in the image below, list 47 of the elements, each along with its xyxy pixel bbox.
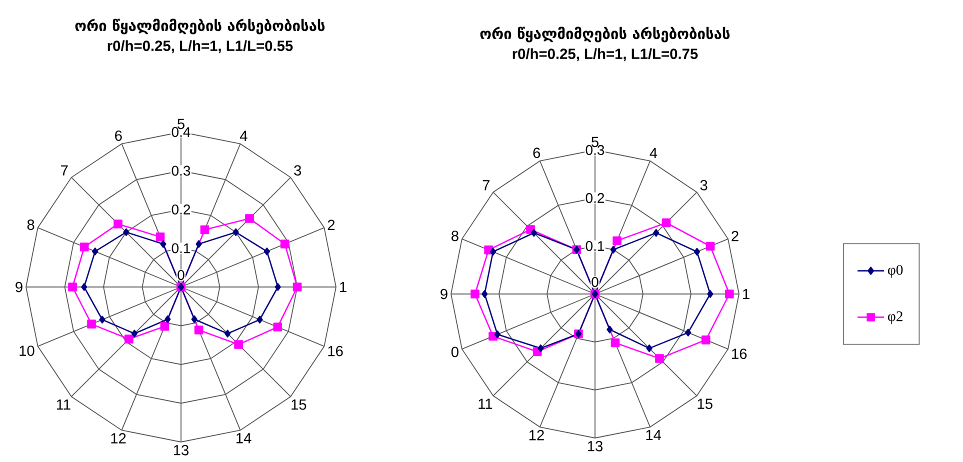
spoke-label: 16	[732, 348, 747, 360]
spoke-label: 4	[650, 148, 658, 158]
spoke-label: 1	[743, 288, 750, 300]
spoke-label: 13	[588, 440, 603, 452]
spoke-label: 6	[115, 130, 122, 141]
y-tick-label: 0.1	[586, 241, 604, 251]
spoke-label: 2	[328, 220, 335, 230]
spoke-label: 2	[732, 230, 738, 242]
spoke-label: 1	[340, 282, 346, 292]
legend-label: φ0	[888, 264, 903, 278]
spoke-label: 13	[174, 444, 189, 456]
spoke-label: 9	[16, 282, 22, 292]
spoke-label: 5	[178, 118, 184, 130]
chart-subtitle: r0/h=0.25, L/h=1, L1/L=0.75	[512, 48, 698, 62]
y-tick-label: 0	[592, 277, 598, 287]
y-tick-label: 0.2	[586, 193, 604, 203]
spoke-label: 11	[478, 398, 492, 409]
spoke-label: 7	[61, 165, 68, 176]
spoke-label: 15	[292, 400, 306, 410]
y-tick-label: 0.4	[172, 127, 190, 137]
legend-label: φ2	[888, 311, 902, 324]
spoke-label: 6	[533, 148, 540, 158]
spoke-label: 11	[56, 400, 70, 410]
chart-subtitle: r0/h=0.25, L/h=1, L1/L=0.55	[108, 40, 293, 54]
spoke-label: 15	[698, 398, 712, 409]
spoke-label: 3	[294, 165, 302, 176]
spoke-label: 9	[440, 288, 448, 300]
y-tick-label: 0.1	[172, 243, 190, 254]
spoke-label: 10	[20, 346, 34, 356]
spoke-label: 16	[328, 346, 343, 356]
spoke-label: 0	[451, 346, 458, 358]
spoke-label: 4	[240, 130, 248, 141]
spoke-label: 5	[592, 136, 598, 148]
spoke-label: 12	[529, 430, 544, 440]
spoke-label: 7	[482, 180, 490, 190]
spoke-label: 8	[452, 230, 458, 242]
y-tick-label: 0.2	[172, 204, 190, 214]
y-tick-label: 0	[178, 270, 184, 280]
chart-title: ორი წყალმიმღების არსებობისას	[480, 26, 730, 42]
y-tick-label: 0.3	[172, 166, 190, 176]
spoke-label: 12	[111, 433, 126, 444]
spoke-label: 14	[236, 433, 252, 444]
spoke-label: 14	[646, 430, 662, 440]
spoke-label: 8	[27, 220, 34, 230]
y-tick-label: 0.3	[586, 145, 604, 155]
chart-title: ორი წყალმიმღების არსებობისას	[75, 18, 325, 34]
spoke-label: 3	[700, 180, 708, 190]
